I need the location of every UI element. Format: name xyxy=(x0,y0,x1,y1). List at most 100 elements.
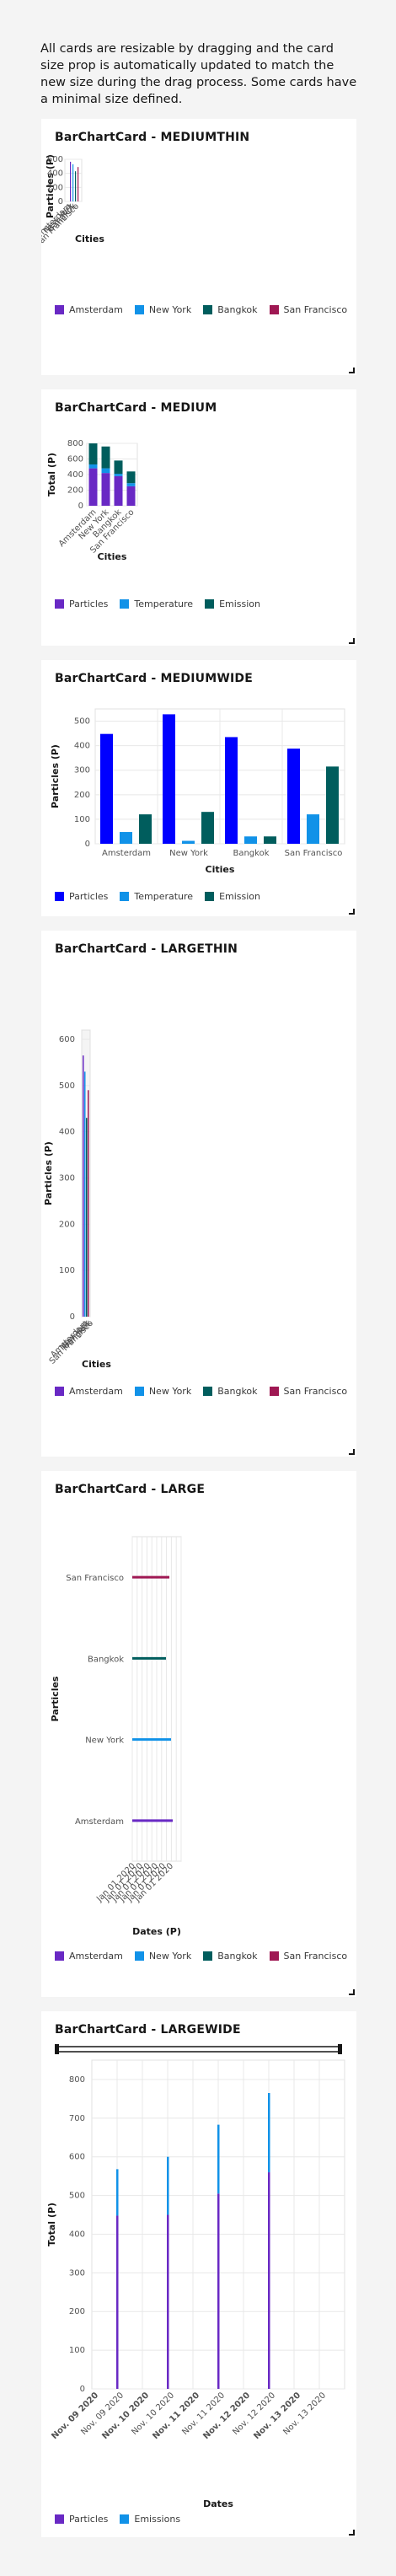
bar xyxy=(287,749,300,844)
y-tick-label: 0 xyxy=(78,502,83,511)
y-tick-label: 200 xyxy=(59,1220,75,1229)
bar xyxy=(72,164,74,201)
y-tick-label: 600 xyxy=(69,2153,85,2162)
legend: Amsterdam New York Bangkok San Francisco xyxy=(55,304,347,315)
x-axis-title: Dates (P) xyxy=(132,1926,181,1937)
card-title: BarChartCard - LARGETHIN xyxy=(55,942,238,956)
legend-item[interactable]: Particles xyxy=(55,2514,108,2525)
bar-segment xyxy=(114,460,123,475)
y-tick-label: 100 xyxy=(74,815,90,824)
bar-segment xyxy=(268,2093,270,2173)
legend-item[interactable]: Bangkok xyxy=(203,304,258,315)
x-axis-title: Cities xyxy=(98,551,127,562)
bar xyxy=(70,161,72,201)
legend-item[interactable]: New York xyxy=(134,1386,191,1397)
x-tick-label: Bangkok xyxy=(233,849,269,858)
y-tick-label: 0 xyxy=(58,197,63,207)
card-title: BarChartCard - MEDIUMWIDE xyxy=(55,672,253,685)
legend-item[interactable]: San Francisco xyxy=(269,1386,347,1397)
legend-item[interactable]: Particles xyxy=(55,891,108,902)
legend-item[interactable]: San Francisco xyxy=(269,304,347,315)
zoom-handle-right xyxy=(338,2044,342,2054)
bar xyxy=(244,836,257,844)
legend-item[interactable]: Amsterdam xyxy=(55,1951,123,1962)
x-axis-title: Cities xyxy=(75,233,104,244)
bar-segment xyxy=(126,483,136,486)
chart-mediumthin: Particles (P) Cities 0200400600Amsterdam… xyxy=(41,154,104,250)
y-tick-label: 200 xyxy=(47,183,63,192)
bar xyxy=(83,1055,84,1317)
resize-handle[interactable] xyxy=(349,1989,355,1995)
intro-text: All cards are resizable by dragging and … xyxy=(40,42,357,106)
legend-item[interactable]: Temperature xyxy=(120,598,193,609)
bar xyxy=(132,1819,173,1822)
x-axis-title: Cities xyxy=(206,864,235,875)
legend-item[interactable]: Bangkok xyxy=(203,1386,258,1397)
card-mediumwide: BarChartCard - MEDIUMWIDE 0 100 200 300 400 5… xyxy=(41,660,356,916)
resize-handle[interactable] xyxy=(349,909,355,915)
legend-item[interactable]: Emission xyxy=(205,598,260,609)
card-largewide: BarChartCard - LARGEWIDE 0 100 200 300 400 50… xyxy=(41,2011,356,2537)
bar xyxy=(163,714,175,844)
y-tick-label: 100 xyxy=(69,2346,85,2355)
bar xyxy=(225,737,238,844)
y-tick-label: 0 xyxy=(80,2385,85,2394)
bar-segment xyxy=(101,473,110,506)
bar xyxy=(139,814,152,844)
bar xyxy=(307,814,319,844)
legend: Amsterdam New York Bangkok San Francisco xyxy=(55,1386,347,1397)
legend-item[interactable]: Bangkok xyxy=(203,1951,258,1962)
y-tick-label: 100 xyxy=(59,1266,75,1275)
legend-item[interactable]: New York xyxy=(134,1951,191,1962)
legend-item[interactable]: New York xyxy=(134,304,191,315)
y-tick-label: 400 xyxy=(67,470,83,480)
bar xyxy=(264,836,276,844)
y-tick-label: 800 xyxy=(69,2075,85,2085)
bar xyxy=(201,812,214,844)
bar xyxy=(132,1656,166,1660)
legend-item[interactable]: Amsterdam xyxy=(55,1386,123,1397)
resize-handle[interactable] xyxy=(349,638,355,644)
y-axis-title: Total (P) xyxy=(46,453,57,496)
bar xyxy=(120,832,132,844)
card-mediumthin: BarChartCard - MEDIUMTHIN Particles (P) … xyxy=(41,119,356,375)
resize-handle[interactable] xyxy=(349,368,355,373)
bar xyxy=(84,1071,86,1317)
legend-item[interactable]: Emission xyxy=(205,891,260,902)
bar xyxy=(326,766,339,844)
resize-handle[interactable] xyxy=(349,1449,355,1455)
legend-item[interactable]: Amsterdam xyxy=(55,304,123,315)
bar-segment xyxy=(217,2124,220,2194)
bar-segment xyxy=(116,2169,119,2216)
card-title: BarChartCard - LARGEWIDE xyxy=(55,2023,241,2037)
bar-segment xyxy=(268,2172,270,2389)
bar xyxy=(86,1118,88,1317)
x-tick-label: New York xyxy=(169,849,208,858)
bar xyxy=(75,171,77,201)
legend-item[interactable]: Temperature xyxy=(120,891,193,902)
bar-segment xyxy=(167,2156,169,2215)
y-tick-label: Bangkok xyxy=(88,1655,124,1664)
legend-item[interactable]: San Francisco xyxy=(269,1951,347,1962)
x-tick-label: San Francisco xyxy=(285,849,343,858)
card-large: BarChartCard - LARGE San Francisco Bangko… xyxy=(41,1471,356,1997)
card-medium: BarChartCard - MEDIUM 0 200 400 600 800 Amste… xyxy=(41,389,356,646)
legend-item[interactable]: Particles xyxy=(55,598,108,609)
y-tick-label: New York xyxy=(85,1736,124,1746)
y-axis-title: Total (P) xyxy=(46,2203,57,2246)
legend-item[interactable]: Emissions xyxy=(120,2514,180,2525)
bar-segment xyxy=(217,2193,220,2389)
y-tick-label: Amsterdam xyxy=(75,1817,124,1827)
x-axis-title: Cities xyxy=(82,1359,111,1370)
y-tick-label: 700 xyxy=(69,2114,85,2123)
y-tick-label: 300 xyxy=(74,766,90,775)
y-axis-title: Particles (P) xyxy=(50,744,61,808)
bar-segment xyxy=(88,443,98,464)
y-tick-label: 0 xyxy=(85,840,90,849)
bar xyxy=(132,1575,169,1579)
legend: Particles Temperature Emission xyxy=(55,891,260,902)
resize-handle[interactable] xyxy=(349,2530,355,2536)
